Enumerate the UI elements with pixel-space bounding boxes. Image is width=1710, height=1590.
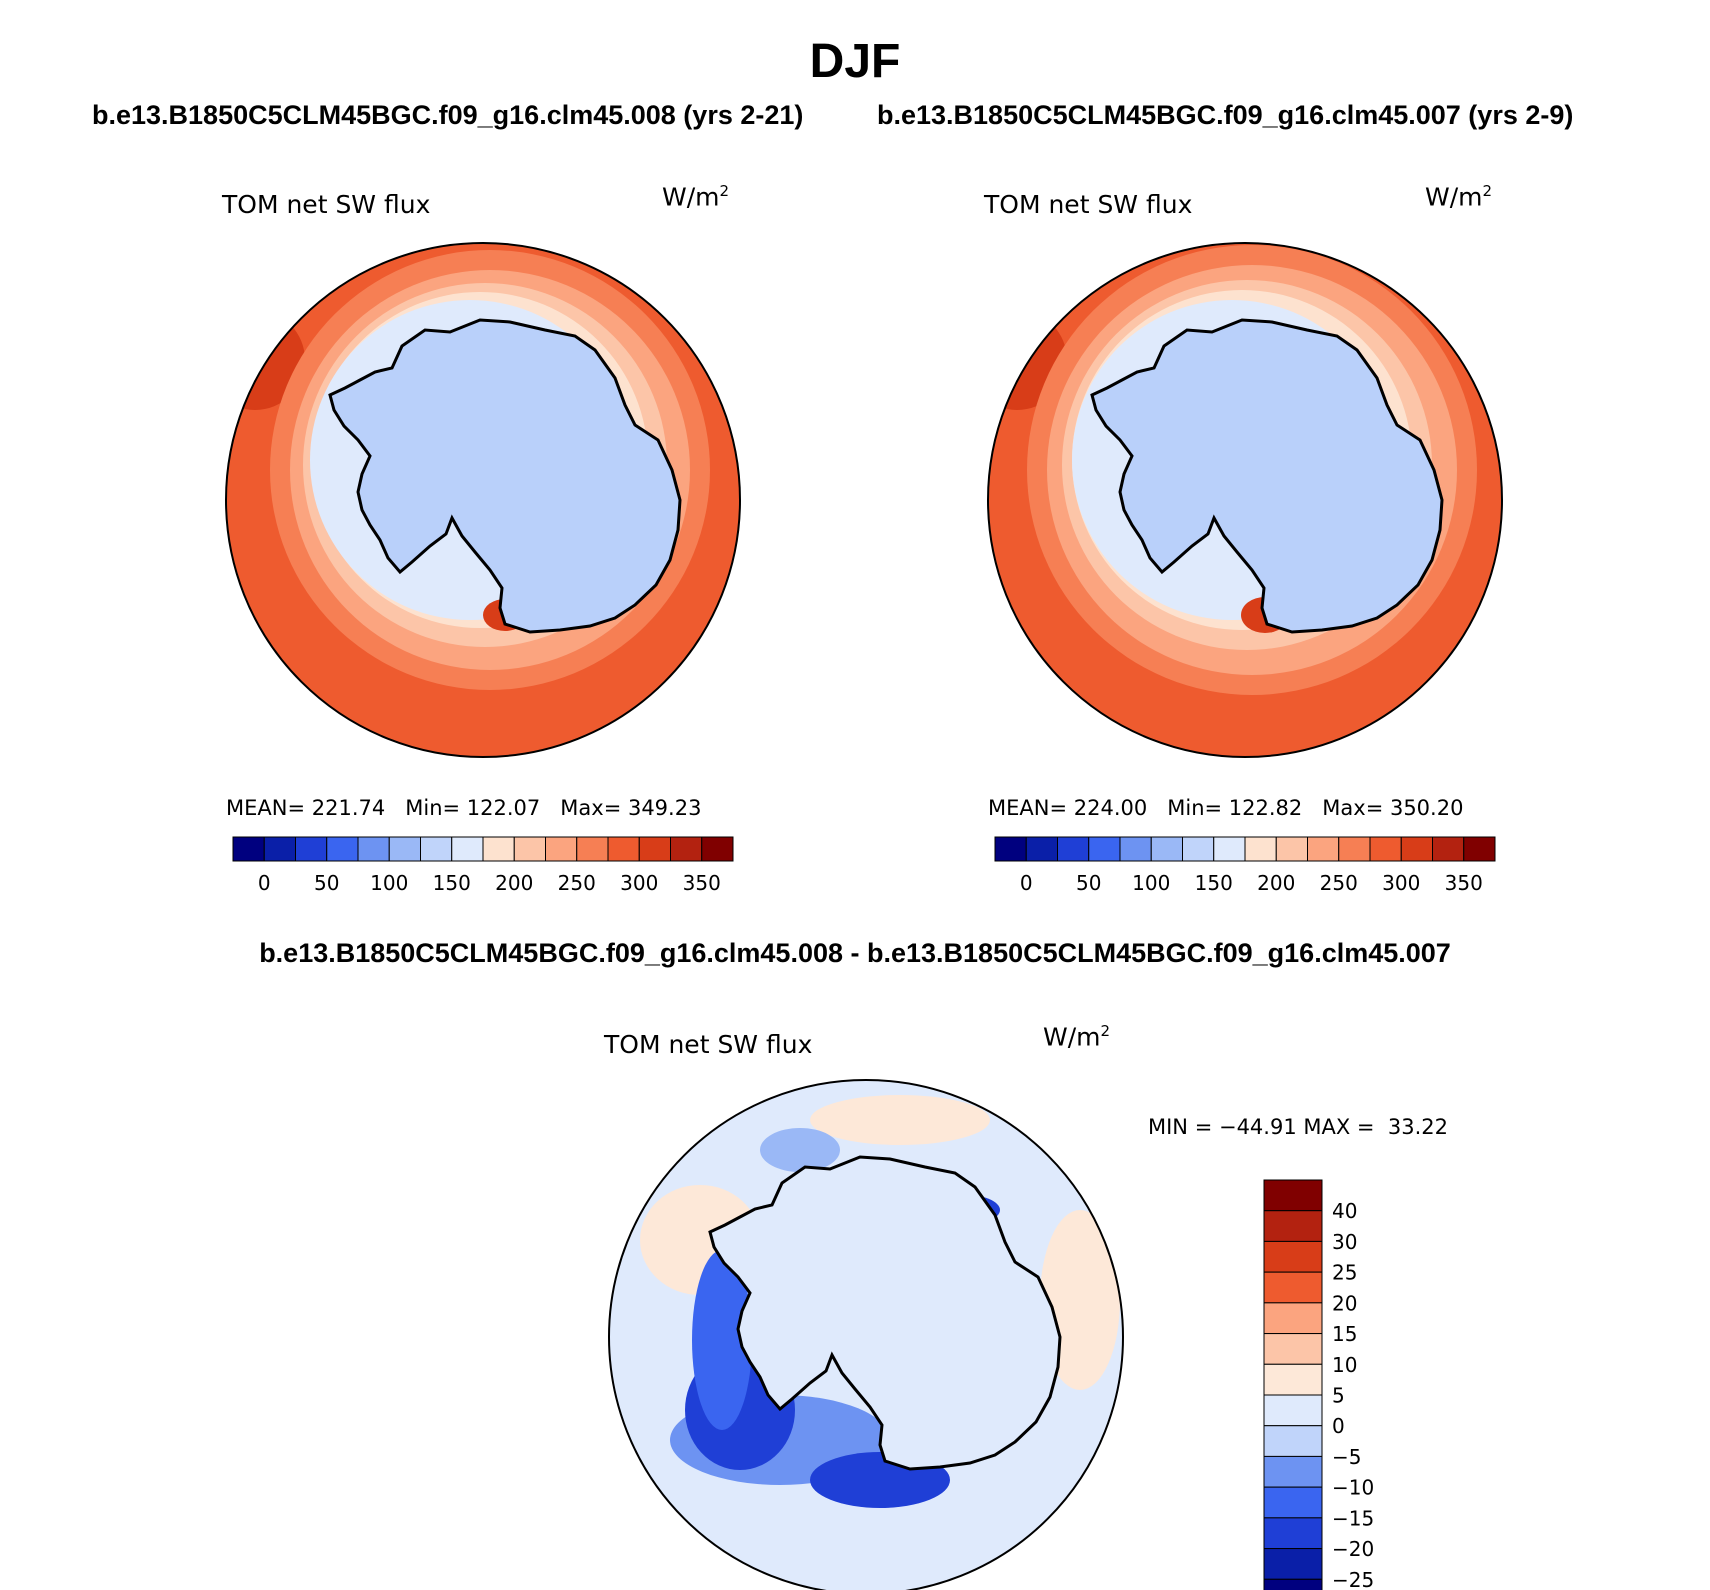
- colorbar-tick-label: 300: [620, 871, 658, 895]
- colorbar-swatch: [388, 836, 421, 862]
- colorbar-tick-label: 50: [314, 871, 339, 895]
- colorbar-tick-label: 100: [1132, 871, 1170, 895]
- colorbar-tick-label: 300: [1382, 871, 1420, 895]
- colorbar-swatch: [607, 836, 640, 862]
- colorbar-tick-label: −10: [1332, 1476, 1374, 1500]
- colorbar-swatch: [451, 836, 484, 862]
- colorbar-swatch: [1263, 1455, 1323, 1488]
- right-variable-label: TOM net SW flux: [984, 190, 1193, 219]
- colorbar-tick-label: 150: [1195, 871, 1233, 895]
- colorbar-swatch: [1213, 836, 1246, 862]
- right-colorbar: 0 50 100 150 200 250 300 350: [994, 836, 1496, 895]
- colorbar-swatch: [357, 836, 390, 862]
- season-title: DJF: [809, 35, 901, 88]
- colorbar-tick-label: 25: [1332, 1261, 1357, 1285]
- colorbar-swatch: [1182, 836, 1215, 862]
- colorbar-swatch: [1263, 1179, 1323, 1212]
- left-case-title: b.e13.B1850C5CLM45BGC.f09_g16.clm45.008 …: [92, 100, 804, 130]
- colorbar-swatch: [1263, 1271, 1323, 1304]
- colorbar-swatch: [420, 836, 453, 862]
- colorbar-swatch: [1263, 1240, 1323, 1273]
- colorbar-swatch: [670, 836, 703, 862]
- colorbar-tick-label: 5: [1332, 1384, 1345, 1408]
- colorbar-swatch: [545, 836, 578, 862]
- colorbar-tick-label: 15: [1332, 1322, 1357, 1346]
- colorbar-swatch: [1119, 836, 1152, 862]
- colorbar-swatch: [513, 836, 546, 862]
- diff-units-label: W/m2: [1043, 1022, 1111, 1052]
- colorbar-swatch: [1263, 1210, 1323, 1242]
- colorbar-tick-label: 350: [683, 871, 721, 895]
- diff-variable-label: TOM net SW flux: [604, 1030, 813, 1059]
- colorbar-swatch: [1432, 836, 1465, 862]
- colorbar-swatch: [638, 836, 671, 862]
- colorbar-swatch: [1088, 836, 1121, 862]
- colorbar-swatch: [1263, 1548, 1323, 1580]
- colorbar-swatch: [994, 836, 1027, 862]
- colorbar-swatch: [263, 836, 296, 862]
- colorbar-tick-label: 40: [1332, 1199, 1357, 1223]
- colorbar-swatch: [1263, 1394, 1323, 1427]
- colorbar-tick-label: 10: [1332, 1353, 1357, 1377]
- difference-polar-map: [608, 1079, 1124, 1590]
- right-stats: MEAN= 224.00 Min= 122.82 Max= 350.20: [988, 796, 1464, 820]
- colorbar-tick-label: 250: [558, 871, 596, 895]
- right-case-title: b.e13.B1850C5CLM45BGC.f09_g16.clm45.007 …: [877, 100, 1574, 130]
- colorbar-swatch: [1263, 1425, 1323, 1457]
- colorbar-swatch: [1263, 1333, 1323, 1365]
- colorbar-swatch: [1275, 836, 1308, 862]
- colorbar-tick-label: 150: [433, 871, 471, 895]
- colorbar-swatch: [1338, 836, 1371, 862]
- colorbar-swatch: [1263, 1517, 1323, 1550]
- colorbar-swatch: [1057, 836, 1090, 862]
- colorbar-swatch: [482, 836, 515, 862]
- left-polar-map: [225, 242, 741, 758]
- left-stats: MEAN= 221.74 Min= 122.07 Max= 349.23: [226, 796, 702, 820]
- colorbar-swatch: [232, 836, 265, 862]
- left-variable-label: TOM net SW flux: [222, 190, 431, 219]
- colorbar-swatch: [1263, 1486, 1323, 1519]
- colorbar-swatch: [1150, 836, 1183, 862]
- colorbar-tick-label: −15: [1332, 1506, 1374, 1530]
- colorbar-swatch: [701, 836, 734, 862]
- colorbar-swatch: [1369, 836, 1402, 862]
- left-colorbar: 0 50 100 150 200 250 300 350: [232, 836, 734, 895]
- difference-title: b.e13.B1850C5CLM45BGC.f09_g16.clm45.008 …: [259, 938, 1451, 968]
- colorbar-swatch: [1307, 836, 1340, 862]
- colorbar-tick-label: 0: [1020, 871, 1033, 895]
- colorbar-swatch: [576, 836, 609, 862]
- colorbar-tick-label: −25: [1332, 1568, 1374, 1590]
- colorbar-swatch: [1463, 836, 1496, 862]
- colorbar-tick-label: 30: [1332, 1230, 1357, 1254]
- colorbar-swatch: [326, 836, 359, 862]
- right-polar-map: [987, 242, 1503, 758]
- colorbar-tick-label: −20: [1332, 1537, 1374, 1561]
- colorbar-swatch: [1263, 1578, 1323, 1590]
- colorbar-tick-label: 250: [1320, 871, 1358, 895]
- colorbar-tick-label: 200: [495, 871, 533, 895]
- colorbar-tick-label: 100: [370, 871, 408, 895]
- colorbar-tick-label: −5: [1332, 1445, 1361, 1469]
- colorbar-swatch: [1025, 836, 1058, 862]
- colorbar-tick-label: 0: [258, 871, 271, 895]
- colorbar-tick-label: 350: [1445, 871, 1483, 895]
- diff-stats: MIN = −44.91 MAX = 33.22: [1148, 1115, 1448, 1139]
- colorbar-swatch: [1244, 836, 1277, 862]
- colorbar-tick-label: 50: [1076, 871, 1101, 895]
- colorbar-swatch: [1263, 1302, 1323, 1335]
- colorbar-tick-label: 20: [1332, 1291, 1357, 1315]
- colorbar-swatch: [295, 836, 328, 862]
- right-units-label: W/m2: [1425, 182, 1493, 212]
- colorbar-swatch: [1263, 1363, 1323, 1396]
- colorbar-tick-label: 200: [1257, 871, 1295, 895]
- colorbar-swatch: [1400, 836, 1433, 862]
- colorbar-tick-label: 0: [1332, 1414, 1345, 1438]
- left-units-label: W/m2: [662, 182, 730, 212]
